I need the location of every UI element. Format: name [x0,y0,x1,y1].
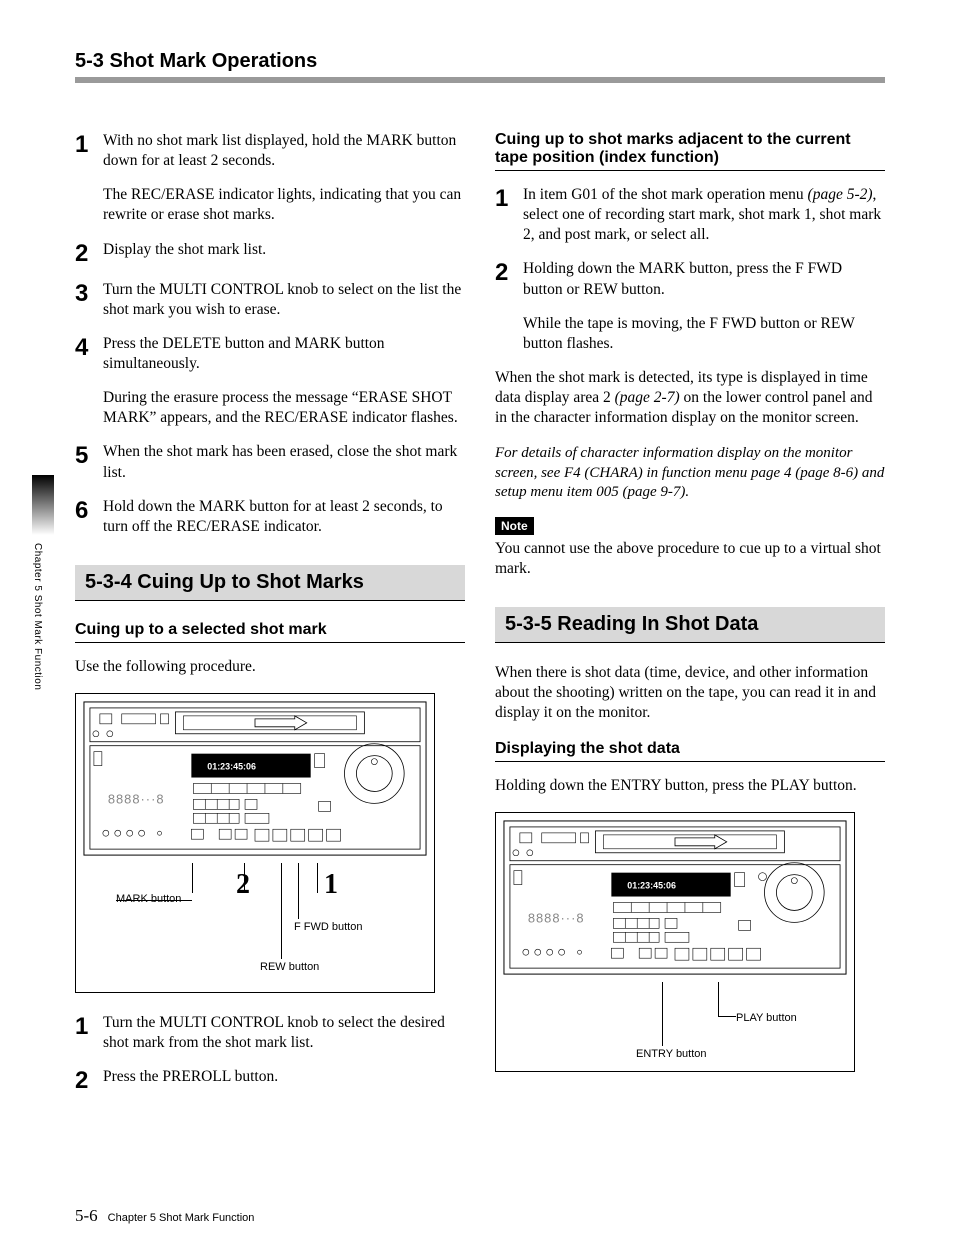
step-text: Turn the MULTI CONTROL knob to select on… [103,280,465,320]
step-text: Holding down the MARK button, press the … [523,259,885,299]
step-text: With no shot mark list displayed, hold t… [103,131,465,171]
step-text: Hold down the MARK button for at least 2… [103,497,465,537]
step-item: 3Turn the MULTI CONTROL knob to select o… [75,280,465,320]
para-note: You cannot use the above procedure to cu… [495,539,885,579]
step-number: 3 [75,280,103,320]
step-body: Display the shot mark list. [103,240,266,266]
svg-text:01:23:45:06: 01:23:45:06 [627,880,676,890]
svg-text:8888···8: 8888···8 [108,791,165,806]
section-header: 5-3 Shot Mark Operations [75,50,885,83]
step-text: During the erasure process the message “… [103,388,465,428]
step-body: Holding down the MARK button, press the … [523,259,885,354]
page-ref: (page 2-7) [615,389,680,406]
step-number: 6 [75,497,103,537]
callout-play-button: PLAY button [736,1012,797,1024]
step-item: 5When the shot mark has been erased, clo… [75,442,465,482]
step-text: Press the PREROLL button. [103,1067,278,1087]
heading-cuing-adjacent: Cuing up to shot marks adjacent to the c… [495,131,885,171]
step-item: 1In item G01 of the shot mark operation … [495,185,885,245]
step-body: With no shot mark list displayed, hold t… [103,131,465,226]
callout-number-1: 1 [324,869,338,901]
para-detected: When the shot mark is detected, its type… [495,368,885,428]
step-text: Display the shot mark list. [103,240,266,260]
step-number: 1 [495,185,523,245]
step-number: 1 [75,131,103,226]
callout-rew-button: REW button [260,961,319,973]
para-shotdata: When there is shot data (time, device, a… [495,663,885,723]
footer-page-number: 5-6 [75,1206,98,1226]
para-details: For details of character information dis… [495,444,885,503]
step-item: 2Press the PREROLL button. [75,1067,465,1093]
heading-5-3-5: 5-3-5 Reading In Shot Data [495,607,885,643]
step-body: Hold down the MARK button for at least 2… [103,497,465,537]
step-body: Turn the MULTI CONTROL knob to select on… [103,280,465,320]
footer-chapter: Chapter 5 Shot Mark Function [108,1212,255,1224]
callout-ffwd-button: F FWD button [294,921,362,933]
step-number: 5 [75,442,103,482]
steps-cue: 1Turn the MULTI CONTROL knob to select t… [75,1013,465,1093]
device-illustration-icon: 01:23:45:06 8888···8 [76,694,434,863]
step-number: 2 [75,1067,103,1093]
left-column: 1With no shot mark list displayed, hold … [75,131,465,1107]
step-item: 2Holding down the MARK button, press the… [495,259,885,354]
step-body: Turn the MULTI CONTROL knob to select th… [103,1013,465,1053]
para-holding: Holding down the ENTRY button, press the… [495,776,885,796]
step-item: 2Display the shot mark list. [75,240,465,266]
step-number: 1 [75,1013,103,1053]
side-gradient-icon [32,475,54,535]
step-text: While the tape is moving, the F FWD butt… [523,314,885,354]
side-tab: Chapter 5 Shot Mark Function [32,475,72,690]
step-body: Press the PREROLL button. [103,1067,278,1093]
step-item: 4Press the DELETE button and MARK button… [75,334,465,429]
side-tab-text: Chapter 5 Shot Mark Function [32,543,43,690]
callout-entry-button: ENTRY button [636,1048,707,1060]
callout-number-2: 2 [236,869,250,901]
step-item: 6Hold down the MARK button for at least … [75,497,465,537]
note-label: Note [495,517,534,535]
step-body: When the shot mark has been erased, clos… [103,442,465,482]
right-column: Cuing up to shot marks adjacent to the c… [495,131,885,1107]
svg-text:8888···8: 8888···8 [528,910,585,925]
step-text: The REC/ERASE indicator lights, indicati… [103,185,465,225]
step-number: 2 [75,240,103,266]
step-body: In item G01 of the shot mark operation m… [523,185,885,245]
heading-cuing-selected: Cuing up to a selected shot mark [75,621,465,643]
heading-5-3-4: 5-3-4 Cuing Up to Shot Marks [75,565,465,601]
heading-displaying: Displaying the shot data [495,740,885,762]
step-text: Press the DELETE button and MARK button … [103,334,465,374]
device-illustration-icon: 01:23:45:06 8888···8 [496,813,854,982]
step-item: 1Turn the MULTI CONTROL knob to select t… [75,1013,465,1053]
step-number: 4 [75,334,103,429]
step-item: 1With no shot mark list displayed, hold … [75,131,465,226]
steps-erase: 1With no shot mark list displayed, hold … [75,131,465,537]
step-number: 2 [495,259,523,354]
step-text: In item G01 of the shot mark operation m… [523,185,885,245]
device-figure-2: 01:23:45:06 8888···8 [495,812,855,1072]
device-figure-1: 01:23:45:06 8888···8 [75,693,435,993]
step-body: Press the DELETE button and MARK button … [103,334,465,429]
step-text: When the shot mark has been erased, clos… [103,442,465,482]
page-footer: 5-6 Chapter 5 Shot Mark Function [75,1206,254,1226]
callout-mark-button: MARK button [116,893,181,905]
svg-text:01:23:45:06: 01:23:45:06 [207,762,256,772]
step-text: Turn the MULTI CONTROL knob to select th… [103,1013,465,1053]
steps-index: 1In item G01 of the shot mark operation … [495,185,885,354]
use-following: Use the following procedure. [75,657,465,677]
